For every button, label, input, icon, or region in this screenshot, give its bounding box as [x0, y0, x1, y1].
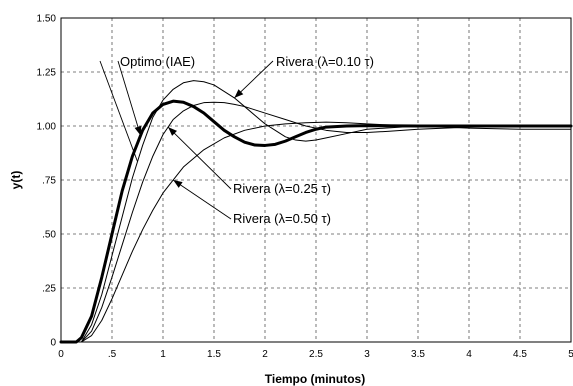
y-tick-label: 1.25 — [37, 68, 57, 79]
y-tick-label: .75 — [42, 176, 56, 187]
annotations: Optimo (IAE) Rivera (λ=0.10 τ) Rivera (λ… — [99, 54, 374, 226]
x-tick-label: 4 — [466, 349, 472, 360]
y-tick-label: .25 — [42, 284, 56, 295]
x-tick-label: 5 — [568, 349, 573, 360]
series-lines — [59, 80, 573, 344]
x-tick-label: 4.5 — [513, 349, 527, 360]
y-tick-label: 1.00 — [37, 122, 57, 133]
annotation-optimo: Optimo (IAE) — [120, 54, 195, 69]
annotation-leader — [117, 60, 141, 136]
annotation-arrowhead — [168, 127, 177, 136]
tick-labels: 0 .5 1 1.5 2 2.5 3 3.5 4 4.5 5 0 .25 .50 .75 1.00 1.25 1.… — [37, 14, 573, 361]
annotation-rivera-010: Rivera (λ=0.10 τ) — [276, 54, 374, 69]
series-line-2 — [60, 101, 572, 343]
x-axis-label: Tiempo (minutos) — [265, 372, 365, 386]
x-tick-label: 3 — [364, 349, 370, 360]
x-tick-label: 3.5 — [411, 349, 425, 360]
annotation-arrowhead — [173, 180, 183, 188]
x-tick-label: 2.5 — [309, 349, 323, 360]
annotation-arrowhead — [234, 89, 244, 98]
series-line-1 — [60, 80, 572, 343]
series-line-3 — [60, 121, 572, 343]
x-tick-label: 2 — [262, 349, 268, 360]
annotation-rivera-025: Rivera (λ=0.25 τ) — [233, 181, 331, 196]
series-line-0 — [59, 99, 573, 344]
annotation-leader — [172, 179, 232, 220]
x-tick-label: 0 — [58, 349, 64, 360]
annotation-leader — [99, 60, 138, 162]
y-axis-label: y(t) — [9, 171, 23, 190]
annotation-rivera-050: Rivera (λ=0.50 τ) — [233, 211, 331, 226]
annotation-leader — [167, 126, 232, 190]
x-tick-label: 1.5 — [207, 349, 221, 360]
y-tick-label: 0 — [50, 338, 56, 349]
y-tick-label: 1.50 — [37, 14, 57, 25]
x-tick-label: .5 — [108, 349, 117, 360]
plot-frame — [60, 17, 572, 343]
y-tick-label: .50 — [42, 230, 56, 241]
annotation-arrowhead — [134, 125, 142, 136]
x-tick-label: 1 — [160, 349, 166, 360]
